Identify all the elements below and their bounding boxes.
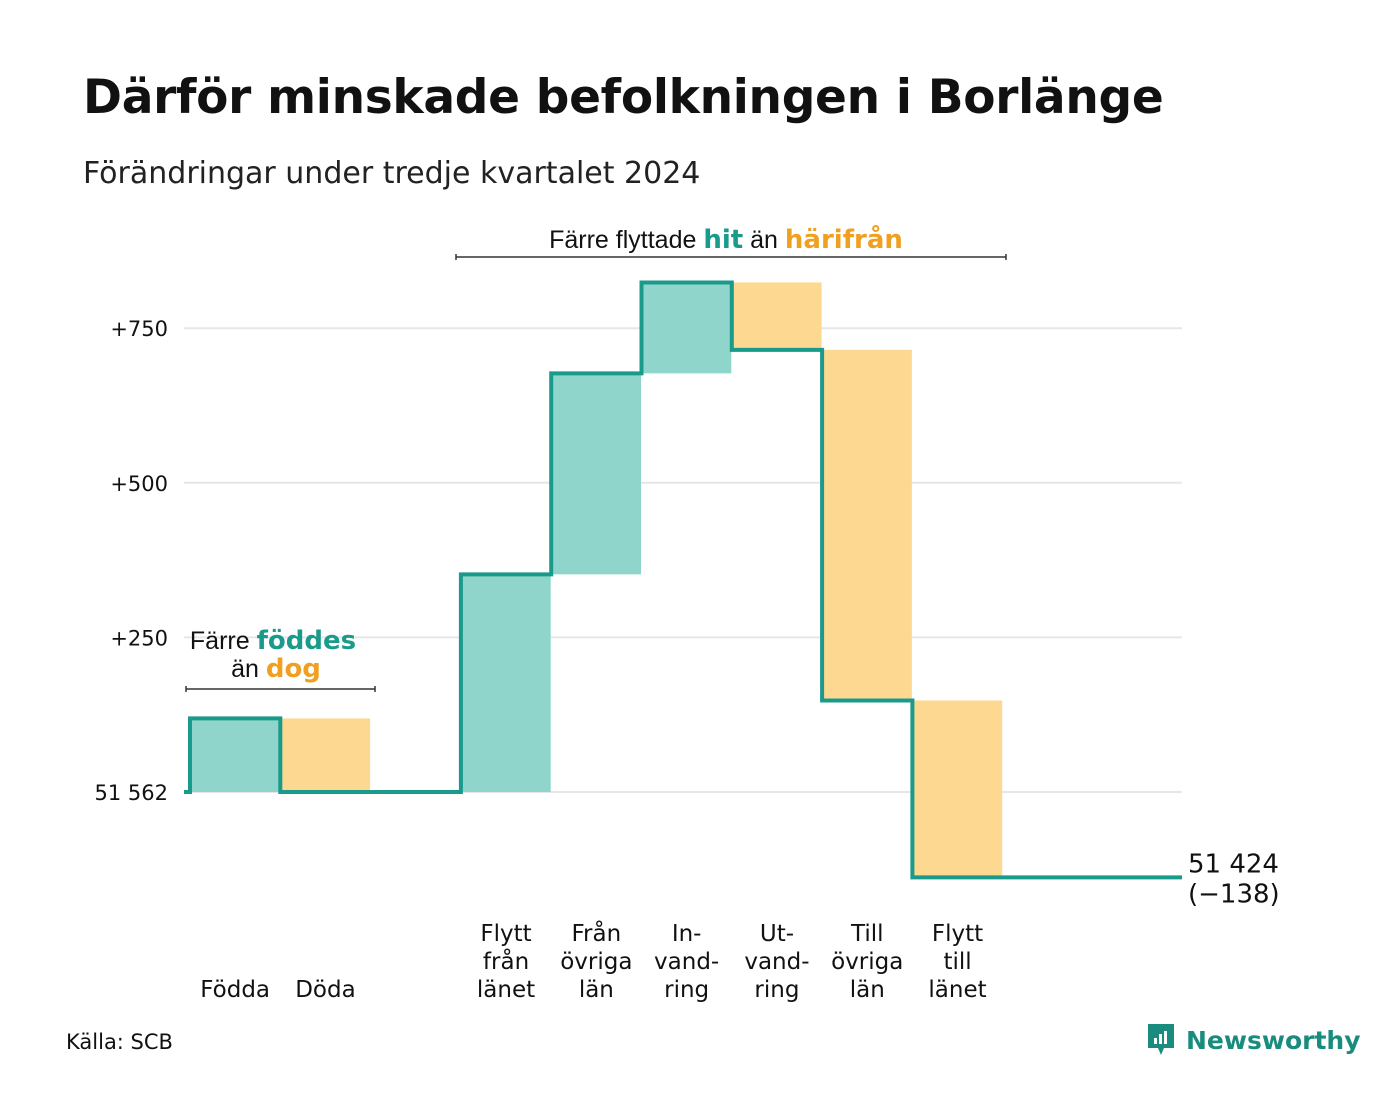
waterfall-bar <box>460 574 551 792</box>
category-label: ring <box>754 977 799 1003</box>
y-tick-label: +500 <box>110 472 168 496</box>
end-value-label: 51 424 <box>1188 849 1279 879</box>
births-annotation-line1: Färre föddes <box>190 626 356 656</box>
category-label: Till <box>850 921 884 947</box>
y-tick-label: +250 <box>110 626 168 650</box>
cumulative-step-line <box>184 280 1182 880</box>
category-label: till <box>943 949 971 975</box>
category-label: övriga <box>560 949 632 975</box>
category-label: länet <box>477 977 535 1003</box>
category-label: Födda <box>200 977 270 1003</box>
category-label: Flytt <box>932 921 983 947</box>
category-label: länet <box>928 977 986 1003</box>
bars <box>190 282 1003 878</box>
source-note: Källa: SCB <box>66 1030 173 1054</box>
category-label: In- <box>672 921 702 947</box>
migration-annotation: Färre flyttade hit än härifrån <box>455 223 1007 260</box>
waterfall-bar <box>641 282 732 374</box>
waterfall-bar <box>822 349 912 701</box>
category-label: vand- <box>744 949 809 975</box>
waterfall-bar <box>190 718 280 792</box>
waterfall-bar <box>280 718 371 792</box>
births-annotation-line2: än dog <box>231 654 321 684</box>
category-label: vand- <box>654 949 719 975</box>
births-bracket <box>185 686 376 692</box>
category-label: Ut- <box>760 921 794 947</box>
migration-bracket <box>455 254 1007 260</box>
category-label: län <box>850 977 885 1003</box>
category-label: Flytt <box>480 921 531 947</box>
category-label: ring <box>664 977 709 1003</box>
chart-title: Därför minskade befolkningen i Borlänge <box>83 70 1164 125</box>
category-label: Från <box>572 919 622 947</box>
end-change-label: (−138) <box>1188 879 1280 909</box>
chart-subtitle: Förändringar under tredje kvartalet 2024 <box>83 156 701 191</box>
births-annotation: Färre föddes än dog <box>185 626 376 692</box>
category-label: län <box>579 977 614 1003</box>
newsworthy-logo-icon <box>1148 1024 1174 1055</box>
waterfall-bar <box>731 282 822 350</box>
waterfall-bar <box>551 373 641 575</box>
category-label: övriga <box>831 949 903 975</box>
migration-annotation-text: Färre flyttade hit än härifrån <box>549 223 903 255</box>
brand-logo: Newsworthy <box>1146 1022 1361 1058</box>
waterfall-bar <box>912 700 1003 878</box>
y-tick-label: +750 <box>110 317 168 341</box>
category-label: från <box>483 947 529 975</box>
brand-name: Newsworthy <box>1186 1025 1361 1055</box>
y-tick-label: 51 562 <box>95 781 168 805</box>
category-label: Döda <box>295 977 355 1003</box>
